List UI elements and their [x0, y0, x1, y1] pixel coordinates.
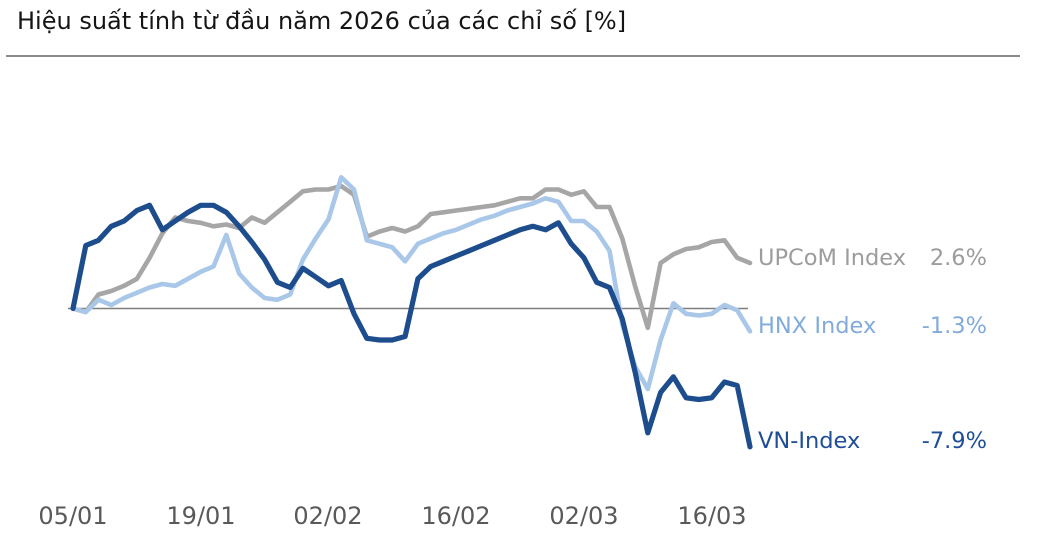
line-vn-index: [70, 202, 753, 450]
legend-value-upcom: 2.6%: [929, 245, 987, 271]
x-axis-tick: 02/02: [293, 502, 363, 530]
legend-label-vn: VN-Index: [758, 428, 861, 454]
page-title: Hiệu suất tính từ đầu năm 2026 của các c…: [17, 7, 627, 35]
legend-label-upcom: UPCoM Index: [758, 245, 907, 271]
x-axis-tick: 16/02: [421, 502, 491, 530]
legend-label-hnx: HNX Index: [758, 313, 877, 339]
legend-value-hnx: -1.3%: [921, 313, 987, 339]
line-hnx-index: [70, 175, 753, 392]
legend-value-vn: -7.9%: [921, 428, 987, 454]
x-axis-tick: 16/03: [677, 502, 747, 530]
title-divider: [6, 55, 1020, 57]
line-upcom-index: [70, 183, 753, 331]
x-axis-tick: 05/01: [38, 502, 108, 530]
x-axis-tick: 19/01: [166, 502, 236, 530]
x-axis-tick: 02/03: [549, 502, 619, 530]
